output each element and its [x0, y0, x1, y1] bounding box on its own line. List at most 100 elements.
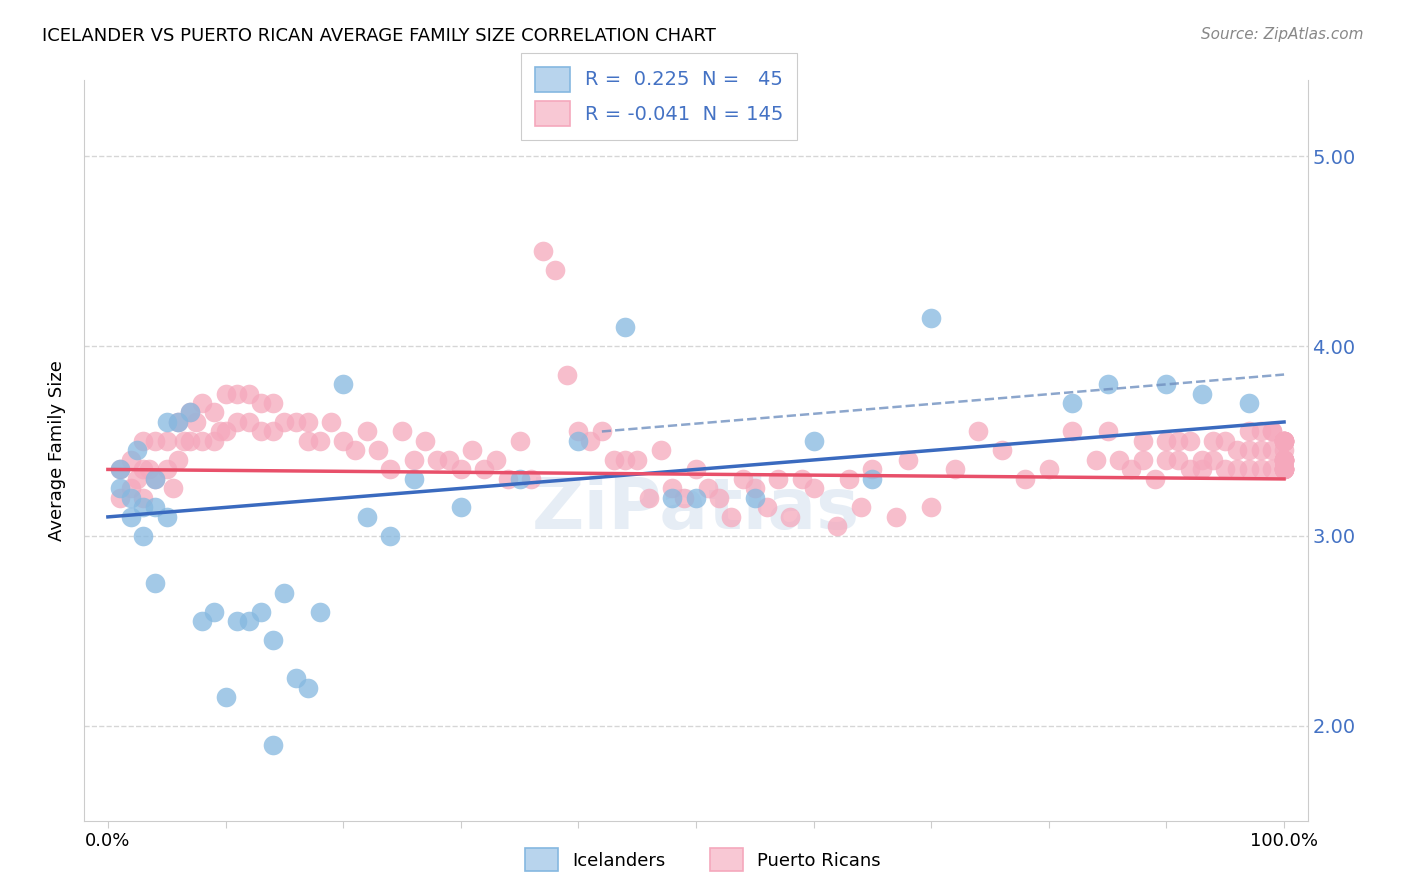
Point	[1272, 453, 1295, 467]
Point	[1213, 462, 1236, 476]
Point	[567, 434, 589, 448]
Point	[391, 425, 413, 439]
Point	[120, 482, 142, 496]
Point	[768, 472, 790, 486]
Point	[638, 491, 661, 505]
Point	[1272, 434, 1295, 448]
Point	[1272, 453, 1295, 467]
Point	[262, 396, 284, 410]
Point	[1156, 434, 1178, 448]
Point	[1237, 462, 1260, 476]
Point	[262, 425, 284, 439]
Point	[943, 462, 966, 476]
Point	[614, 453, 637, 467]
Point	[108, 462, 131, 476]
Point	[321, 415, 343, 429]
Point	[132, 434, 155, 448]
Point	[143, 472, 166, 486]
Point	[1272, 434, 1295, 448]
Point	[297, 681, 319, 695]
Legend: Icelanders, Puerto Ricans: Icelanders, Puerto Ricans	[517, 841, 889, 879]
Point	[285, 415, 308, 429]
Point	[415, 434, 437, 448]
Point	[544, 263, 567, 277]
Point	[1272, 462, 1295, 476]
Point	[461, 443, 484, 458]
Point	[308, 605, 330, 619]
Point	[1237, 425, 1260, 439]
Point	[860, 472, 883, 486]
Point	[437, 453, 460, 467]
Point	[214, 690, 236, 705]
Point	[238, 615, 260, 629]
Point	[1272, 453, 1295, 467]
Point	[1272, 443, 1295, 458]
Point	[162, 482, 184, 496]
Point	[380, 529, 402, 543]
Point	[273, 415, 295, 429]
Point	[1178, 462, 1201, 476]
Point	[1272, 453, 1295, 467]
Point	[262, 633, 284, 648]
Point	[1250, 443, 1272, 458]
Point	[1097, 425, 1119, 439]
Point	[744, 491, 766, 505]
Point	[426, 453, 449, 467]
Point	[920, 310, 942, 325]
Point	[685, 462, 707, 476]
Point	[138, 462, 160, 476]
Point	[1143, 472, 1166, 486]
Point	[191, 615, 214, 629]
Point	[1167, 434, 1189, 448]
Point	[143, 434, 166, 448]
Point	[179, 405, 201, 419]
Point	[860, 462, 883, 476]
Point	[226, 415, 249, 429]
Point	[1178, 434, 1201, 448]
Point	[356, 509, 378, 524]
Point	[661, 491, 683, 505]
Point	[108, 491, 131, 505]
Point	[1250, 462, 1272, 476]
Point	[1250, 425, 1272, 439]
Point	[214, 425, 236, 439]
Point	[1084, 453, 1107, 467]
Point	[156, 415, 179, 429]
Point	[249, 425, 271, 439]
Point	[1191, 386, 1213, 401]
Point	[897, 453, 920, 467]
Point	[673, 491, 696, 505]
Point	[1272, 434, 1295, 448]
Point	[367, 443, 389, 458]
Point	[709, 491, 731, 505]
Point	[1226, 443, 1249, 458]
Legend: R =  0.225  N =   45, R = -0.041  N = 145: R = 0.225 N = 45, R = -0.041 N = 145	[522, 53, 797, 140]
Point	[555, 368, 578, 382]
Point	[1167, 453, 1189, 467]
Point	[1213, 434, 1236, 448]
Point	[173, 434, 195, 448]
Point	[602, 453, 624, 467]
Point	[1237, 396, 1260, 410]
Point	[1062, 396, 1084, 410]
Point	[1261, 443, 1284, 458]
Point	[1191, 453, 1213, 467]
Point	[509, 472, 531, 486]
Point	[1261, 462, 1284, 476]
Point	[143, 576, 166, 591]
Point	[1191, 462, 1213, 476]
Point	[238, 386, 260, 401]
Point	[1261, 425, 1284, 439]
Point	[297, 434, 319, 448]
Point	[273, 586, 295, 600]
Point	[1272, 434, 1295, 448]
Point	[127, 443, 149, 458]
Point	[1272, 453, 1295, 467]
Point	[179, 405, 201, 419]
Point	[450, 500, 472, 515]
Point	[991, 443, 1014, 458]
Point	[226, 386, 249, 401]
Point	[720, 509, 742, 524]
Point	[120, 509, 142, 524]
Point	[356, 425, 378, 439]
